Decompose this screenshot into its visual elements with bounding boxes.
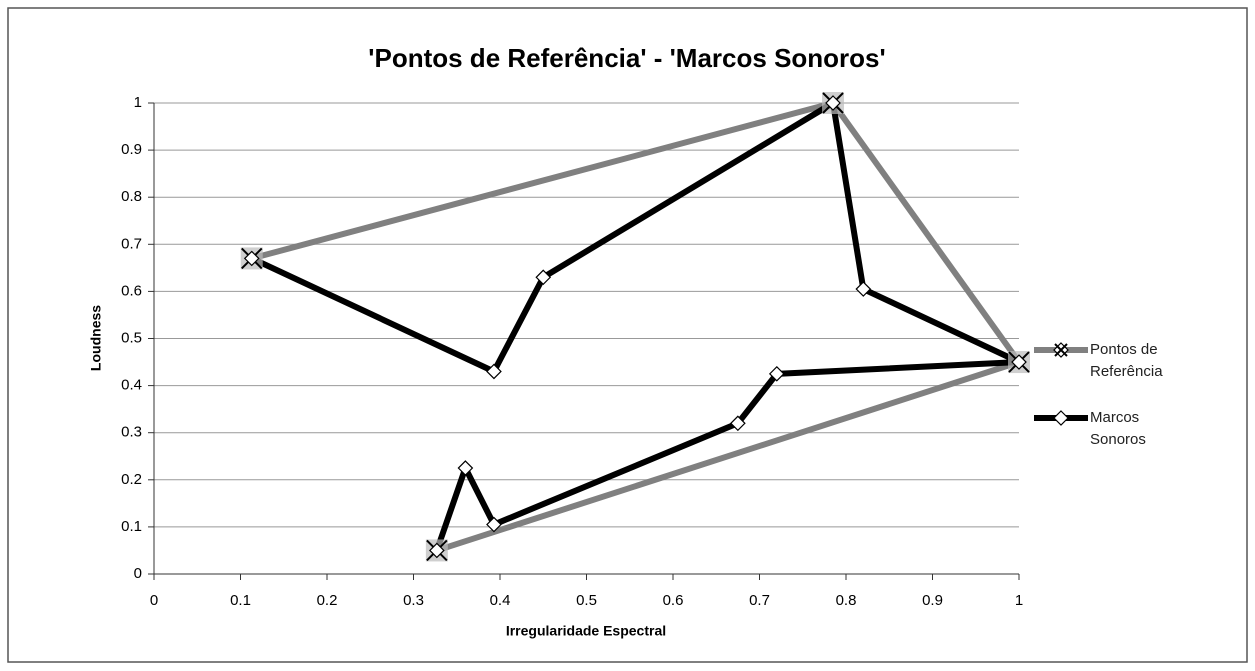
- marker: [429, 542, 445, 559]
- chart-title: 'Pontos de Referência' - 'Marcos Sonoros…: [368, 43, 885, 73]
- legend-label: Marcos Sonoros: [1090, 409, 1146, 448]
- y-tick-label: 0.4: [121, 377, 142, 394]
- y-tick-label: 1: [134, 94, 142, 111]
- y-tick-label: 0.8: [121, 188, 142, 205]
- marker: [730, 415, 746, 432]
- x-tick-label: 0.3: [403, 592, 424, 609]
- x-tick-label: 0: [150, 592, 158, 609]
- marker: [535, 269, 552, 286]
- y-tick-label: 0.9: [121, 141, 142, 158]
- x-tick-label: 0.1: [230, 592, 251, 609]
- x-tick-label: 0.6: [663, 592, 684, 609]
- x-tick-label: 0.7: [749, 592, 770, 609]
- marker: [1011, 354, 1027, 370]
- marker: [457, 460, 474, 476]
- y-axis-label: Loudness: [88, 305, 104, 371]
- series-line: [250, 100, 1022, 554]
- y-tick-label: 0.2: [121, 471, 142, 488]
- marker: [855, 281, 872, 297]
- marker: [486, 363, 502, 380]
- y-tick-label: 0.3: [121, 424, 142, 441]
- x-tick-label: 0.8: [836, 592, 857, 609]
- y-tick-label: 0.1: [121, 518, 142, 535]
- legend-label: Pontos de Referência: [1090, 341, 1163, 380]
- marker: [825, 95, 841, 111]
- x-tick-label: 0.5: [576, 592, 597, 609]
- x-tick-label: 0.9: [922, 592, 943, 609]
- x-tick-label: 0.4: [490, 592, 511, 609]
- y-tick-label: 0.5: [121, 329, 142, 346]
- legend-x: [1054, 343, 1068, 357]
- y-tick-label: 0: [134, 565, 142, 582]
- marker: [768, 365, 785, 382]
- x-axis-label: Irregularidade Espectral: [506, 623, 666, 639]
- x-tick-label: 0.2: [317, 592, 338, 609]
- x-tick-label: 1: [1015, 592, 1023, 609]
- marker: [243, 250, 260, 267]
- y-tick-label: 0.6: [121, 282, 142, 299]
- chart-border: [7, 7, 1248, 663]
- y-tick-label: 0.7: [121, 235, 142, 252]
- marker: [486, 516, 502, 533]
- marker: [1053, 410, 1069, 426]
